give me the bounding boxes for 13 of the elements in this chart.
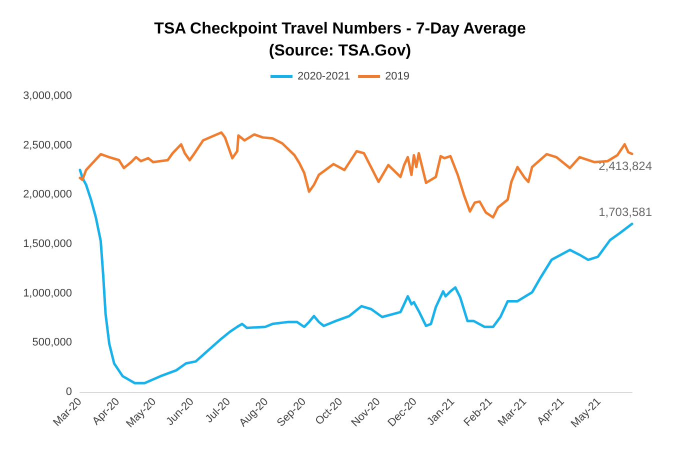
y-tick-label: 1,500,000 — [23, 238, 72, 250]
chart-title: TSA Checkpoint Travel Numbers - 7-Day Average — [154, 20, 526, 38]
y-tick-label: 0 — [66, 386, 72, 398]
annotation: 1,703,581 — [598, 204, 652, 219]
y-tick-label: 3,000,000 — [23, 90, 72, 102]
y-tick-label: 2,500,000 — [23, 139, 72, 152]
legend-label: 2020-2021 — [297, 70, 350, 82]
chart-subtitle: (Source: TSA.Gov) — [268, 42, 412, 60]
y-tick-label: 500,000 — [32, 336, 72, 349]
y-tick-label: 2,000,000 — [23, 188, 72, 201]
annotation: 2,413,824 — [598, 158, 652, 173]
legend-label: 2019 — [385, 70, 410, 82]
y-tick-label: 1,000,000 — [23, 287, 72, 300]
